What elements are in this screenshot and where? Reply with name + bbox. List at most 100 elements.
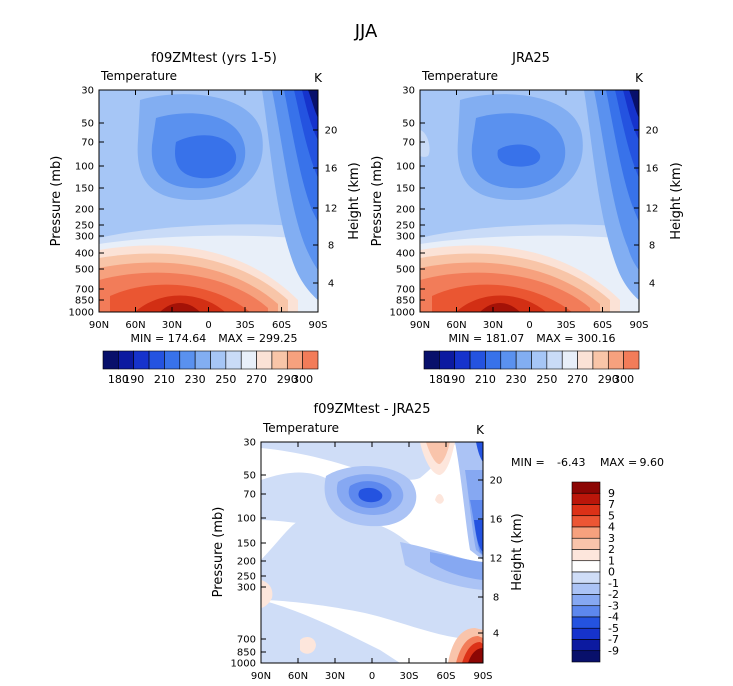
panel-model: f09ZMtest (yrs 1-5) Temperature K 90N 60N [49, 51, 362, 345]
height-tick-label: 8 [649, 241, 655, 252]
contour-band [261, 600, 400, 663]
colorbar-swatch [133, 350, 150, 370]
colorbar-swatch [571, 537, 601, 550]
stats-label: MIN = 174.64 MAX = 299.25 [131, 332, 298, 345]
colorbar-swatch [571, 526, 601, 539]
y-tick-label: 700 [237, 635, 256, 646]
y-tick-label: 30 [402, 86, 415, 97]
contour-band [175, 135, 237, 179]
colorbar-label: 5 [608, 509, 615, 522]
contour-field [261, 442, 483, 663]
field-label: Temperature [100, 69, 177, 83]
contour-band [435, 494, 444, 504]
y-tick-label: 250 [396, 221, 415, 232]
colorbar-swatch [571, 616, 601, 629]
contour-band [480, 303, 520, 312]
colorbar-label: 270 [246, 373, 267, 386]
colorbar-swatch [577, 350, 594, 370]
colorbar-swatch [571, 582, 601, 595]
x-tick-label: 90N [89, 320, 109, 331]
colorbar-swatch [531, 350, 548, 370]
tick-marks: 90N 60N 30N 0 30S 60S 90S 30 50 70 100 150 200 250300… [390, 86, 659, 332]
y-tick-label: 150 [75, 184, 94, 195]
panel-title: JRA25 [511, 51, 550, 66]
colorbar-label: -2 [608, 588, 619, 601]
y-tick-label: 700 [396, 285, 415, 296]
y-tick-label: 850 [396, 296, 415, 307]
y-tick-label: 70 [402, 138, 415, 149]
height-tick-label: 20 [646, 126, 659, 137]
colorbar-swatch [469, 350, 486, 370]
contour-band [420, 130, 430, 157]
colorbar-label: 290 [277, 373, 298, 386]
y-axis-label-right: Height (km) [510, 513, 525, 590]
colorbar-swatch [225, 350, 242, 370]
units-label: K [635, 71, 644, 85]
contour-band [261, 442, 460, 480]
y-axis-label: Pressure (mb) [49, 156, 64, 247]
colorbar-swatch [118, 350, 135, 370]
colorbar-label: -3 [608, 599, 619, 612]
colorbar-label: 0 [608, 566, 615, 579]
colorbar-label: 270 [567, 373, 588, 386]
colorbar-label: 1 [608, 554, 615, 567]
colorbar-swatch [561, 350, 578, 370]
max-stat: MAX = [600, 456, 637, 469]
x-tick-label: 30S [556, 320, 575, 331]
colorbar-label: 190 [444, 373, 465, 386]
height-tick-label: 4 [493, 629, 499, 640]
colorbar-label: 210 [154, 373, 175, 386]
y-tick-label: 100 [237, 514, 256, 525]
min-stat: MIN = 181.07 [449, 332, 525, 345]
units-label: K [314, 71, 323, 85]
contour-band [468, 648, 483, 663]
contour-band [160, 303, 200, 312]
contour-field [99, 90, 318, 312]
colorbar-swatch [164, 350, 181, 370]
x-tick-label: 90S [629, 320, 648, 331]
y-tick-label: 50 [243, 471, 256, 482]
y-axis-label: Pressure (mb) [370, 156, 385, 247]
colorbar-label: 180 [108, 373, 129, 386]
y-tick-label: 50 [402, 119, 415, 130]
colorbar-label: -1 [608, 577, 619, 590]
height-tick-label: 4 [649, 279, 655, 290]
y-tick-label: 70 [243, 490, 256, 501]
y-tick-label: 200 [237, 557, 256, 568]
x-tick-label: 60S [272, 320, 291, 331]
height-tick-label: 12 [646, 204, 659, 215]
y-tick-label: 300 [396, 232, 415, 243]
colorbar-swatch [592, 350, 609, 370]
x-tick-label: 0 [369, 671, 375, 682]
y-tick-label: 250 [75, 221, 94, 232]
page-title: JJA [354, 21, 378, 42]
colorbar-label: 9 [608, 487, 615, 500]
colorbar-label: 250 [215, 373, 236, 386]
colorbar-label: 300 [292, 373, 313, 386]
contour-band [261, 516, 483, 640]
y-tick-label: 30 [243, 438, 256, 449]
panel-title: f09ZMtest (yrs 1-5) [151, 51, 277, 66]
x-tick-label: 0 [205, 320, 211, 331]
colorbar-swatch [179, 350, 196, 370]
colorbar-swatch [439, 350, 456, 370]
max-value: 9.60 [640, 456, 665, 469]
max-stat: MAX = 300.16 [536, 332, 615, 345]
contour-band [629, 90, 639, 118]
contour-band [497, 144, 541, 167]
min-stat: MIN = 174.64 [131, 332, 207, 345]
y-tick-label: 30 [81, 86, 94, 97]
y-tick-label: 70 [81, 138, 94, 149]
colorbar-swatch [571, 515, 601, 528]
y-tick-label: 1000 [390, 308, 415, 319]
colorbar-swatch [571, 492, 601, 505]
colorbar-swatch [571, 481, 601, 494]
x-tick-label: 0 [526, 320, 532, 331]
height-tick-label: 20 [325, 126, 338, 137]
colorbar-swatch [571, 504, 601, 517]
x-tick-label: 90S [308, 320, 327, 331]
